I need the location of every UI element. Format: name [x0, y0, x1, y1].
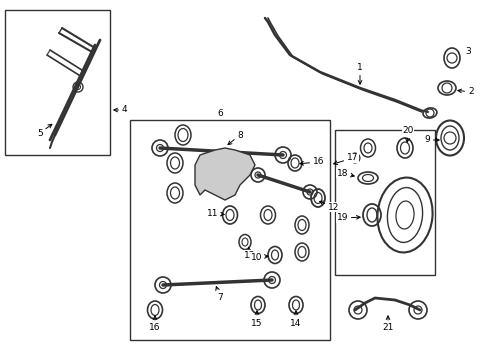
Text: 20: 20	[402, 126, 413, 142]
Text: 4: 4	[114, 105, 127, 114]
Text: 3: 3	[464, 48, 470, 57]
Text: 13: 13	[244, 247, 255, 260]
Text: 7: 7	[215, 287, 223, 302]
Text: 8: 8	[227, 130, 243, 145]
Text: 21: 21	[382, 316, 393, 333]
Text: 12: 12	[319, 201, 339, 211]
Text: 18: 18	[336, 168, 353, 177]
Text: 1: 1	[356, 63, 362, 84]
Circle shape	[349, 153, 359, 163]
Text: 15: 15	[251, 311, 262, 328]
Text: 11: 11	[206, 208, 224, 217]
Text: 5: 5	[37, 124, 52, 138]
Text: 9: 9	[424, 135, 438, 144]
Text: 2: 2	[457, 87, 473, 96]
Text: 14: 14	[290, 311, 301, 328]
Bar	[130, 120, 329, 340]
Bar	[334, 130, 434, 275]
Polygon shape	[195, 148, 254, 200]
Bar	[5, 10, 110, 155]
Text: 10: 10	[250, 252, 267, 261]
Text: 17: 17	[333, 153, 358, 165]
Text: 16: 16	[149, 316, 161, 333]
Text: 16: 16	[299, 158, 324, 166]
Text: 6: 6	[217, 108, 223, 117]
Text: 19: 19	[336, 213, 359, 222]
